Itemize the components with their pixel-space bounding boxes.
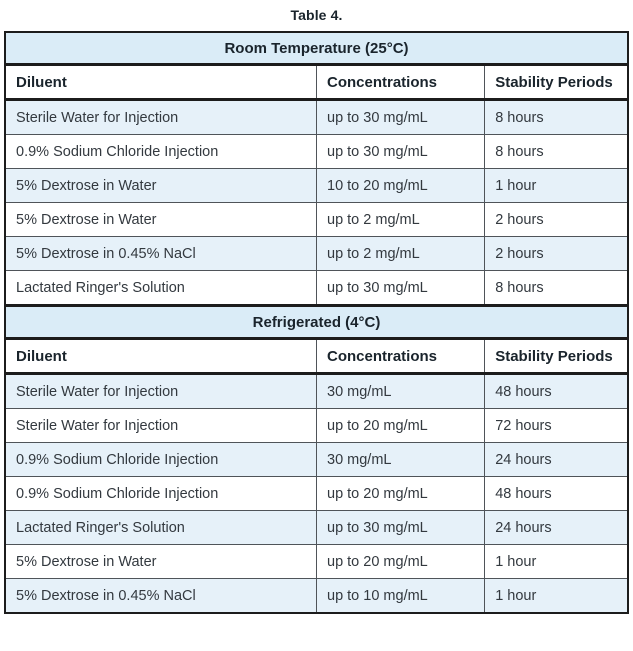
section-header-row: Room Temperature (25°C) (5, 32, 628, 66)
cell-stability-period: 1 hour (484, 578, 628, 614)
stability-table-body: Room Temperature (25°C) Diluent Concentrat… (5, 32, 628, 614)
column-header-diluent: Diluent (5, 64, 317, 101)
column-header-stability-periods: Stability Periods (484, 64, 628, 101)
section-header: Room Temperature (25°C) (5, 32, 628, 66)
cell-concentration: up to 2 mg/mL (316, 202, 486, 237)
table-row: 5% Dextrose in Water 10 to 20 mg/mL 1 hour (5, 168, 628, 203)
column-header-row: Diluent Concentrations Stability Periods (5, 64, 628, 101)
table-row: 5% Dextrose in 0.45% NaCl up to 2 mg/mL 2 … (5, 236, 628, 271)
column-header-diluent: Diluent (5, 338, 317, 375)
table-row: 0.9% Sodium Chloride Injection up to 20 m… (5, 476, 628, 511)
cell-stability-period: 2 hours (484, 236, 628, 271)
cell-diluent: 5% Dextrose in 0.45% NaCl (5, 578, 317, 614)
cell-concentration: up to 20 mg/mL (316, 544, 486, 579)
table-row: Lactated Ringer's Solution up to 30 mg/mL… (5, 510, 628, 545)
column-header-concentrations: Concentrations (316, 64, 486, 101)
table-row: 0.9% Sodium Chloride Injection up to 30 m… (5, 134, 628, 169)
cell-concentration: up to 20 mg/mL (316, 408, 486, 443)
cell-stability-period: 8 hours (484, 134, 628, 169)
table-row: 0.9% Sodium Chloride Injection 30 mg/mL 24… (5, 442, 628, 477)
cell-diluent: Sterile Water for Injection (5, 373, 317, 409)
cell-stability-period: 8 hours (484, 270, 628, 306)
cell-diluent: 0.9% Sodium Chloride Injection (5, 442, 317, 477)
column-header-concentrations: Concentrations (316, 338, 486, 375)
table-row: Sterile Water for Injection up to 30 mg/m… (5, 99, 628, 135)
table-title: Table 4. (290, 7, 343, 23)
cell-concentration: 10 to 20 mg/mL (316, 168, 486, 203)
cell-diluent: 5% Dextrose in 0.45% NaCl (5, 236, 317, 271)
cell-stability-period: 24 hours (484, 510, 628, 545)
stability-table: Room Temperature (25°C) Diluent Concentrat… (4, 31, 629, 614)
column-header-row: Diluent Concentrations Stability Periods (5, 338, 628, 375)
cell-concentration: up to 30 mg/mL (316, 99, 486, 135)
cell-diluent: Lactated Ringer's Solution (5, 510, 317, 545)
cell-stability-period: 48 hours (484, 476, 628, 511)
cell-stability-period: 72 hours (484, 408, 628, 443)
table-row: 5% Dextrose in Water up to 20 mg/mL 1 hour (5, 544, 628, 579)
table-row: Lactated Ringer's Solution up to 30 mg/mL… (5, 270, 628, 306)
column-header-stability-periods: Stability Periods (484, 338, 628, 375)
cell-diluent: 5% Dextrose in Water (5, 168, 317, 203)
cell-concentration: 30 mg/mL (316, 442, 486, 477)
table-row: 5% Dextrose in 0.45% NaCl up to 10 mg/mL 1… (5, 578, 628, 614)
cell-concentration: up to 30 mg/mL (316, 134, 486, 169)
table-row: Sterile Water for Injection 30 mg/mL 48 ho… (5, 373, 628, 409)
cell-stability-period: 1 hour (484, 544, 628, 579)
cell-concentration: up to 2 mg/mL (316, 236, 486, 271)
cell-concentration: up to 30 mg/mL (316, 270, 486, 306)
cell-stability-period: 2 hours (484, 202, 628, 237)
cell-stability-period: 24 hours (484, 442, 628, 477)
cell-stability-period: 8 hours (484, 99, 628, 135)
cell-stability-period: 1 hour (484, 168, 628, 203)
cell-diluent: 5% Dextrose in Water (5, 202, 317, 237)
cell-concentration: up to 20 mg/mL (316, 476, 486, 511)
cell-concentration: 30 mg/mL (316, 373, 486, 409)
cell-diluent: Lactated Ringer's Solution (5, 270, 317, 306)
table-row: 5% Dextrose in Water up to 2 mg/mL 2 hours (5, 202, 628, 237)
cell-concentration: up to 30 mg/mL (316, 510, 486, 545)
cell-diluent: 0.9% Sodium Chloride Injection (5, 476, 317, 511)
cell-diluent: Sterile Water for Injection (5, 408, 317, 443)
table-row: Sterile Water for Injection up to 20 mg/m… (5, 408, 628, 443)
section-header: Refrigerated (4°C) (5, 304, 628, 340)
cell-stability-period: 48 hours (484, 373, 628, 409)
cell-concentration: up to 10 mg/mL (316, 578, 486, 614)
cell-diluent: Sterile Water for Injection (5, 99, 317, 135)
section-header-row: Refrigerated (4°C) (5, 304, 628, 340)
cell-diluent: 5% Dextrose in Water (5, 544, 317, 579)
cell-diluent: 0.9% Sodium Chloride Injection (5, 134, 317, 169)
